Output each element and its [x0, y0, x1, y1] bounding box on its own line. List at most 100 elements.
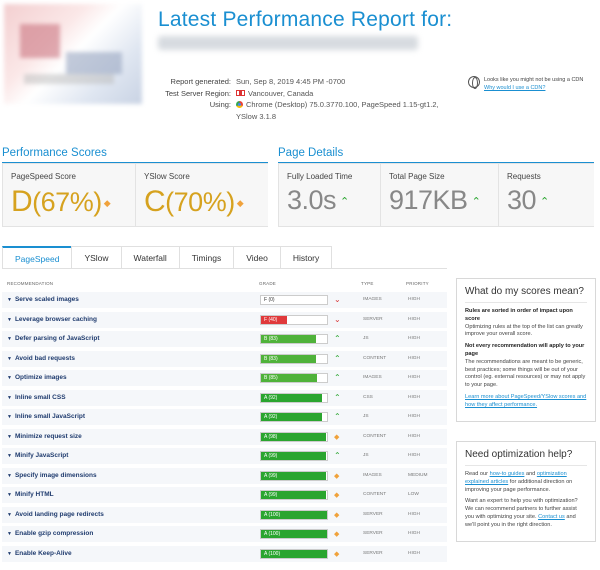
priority-cell: HIGH — [408, 453, 420, 458]
page-details-panel: Fully Loaded Time 3.0s ⌃ Total Page Size … — [278, 163, 594, 227]
recommendation-name[interactable]: ▼ Defer parsing of JavaScript — [7, 335, 99, 342]
expand-triangle-icon[interactable]: ▼ — [7, 531, 12, 537]
expand-triangle-icon[interactable]: ▼ — [7, 297, 12, 303]
grade-bar: B (83) — [260, 353, 328, 364]
table-row[interactable]: ▼ Inline small CSS A (92) ⌃ CSS HIGH — [2, 389, 447, 407]
performance-scores-panel: PageSpeed Score D(67%) ◆ YSlow Score C(70… — [2, 163, 268, 227]
tab-yslow[interactable]: YSlow — [71, 246, 122, 268]
expand-triangle-icon[interactable]: ▼ — [7, 492, 12, 498]
chevron-down-icon: ⌄ — [334, 295, 341, 304]
grade-bar: A (92) — [260, 392, 328, 403]
chrome-icon — [236, 100, 243, 108]
table-row[interactable]: ▼ Enable gzip compression A (100) ◆ SERVER HI… — [2, 526, 447, 543]
yslow-percent: (70%) — [165, 187, 235, 217]
optimization-articles-link[interactable]: optimization explained articles — [465, 471, 567, 485]
recommendation-label: Leverage browser caching — [14, 315, 97, 323]
expand-triangle-icon[interactable]: ▼ — [7, 433, 12, 440]
table-row[interactable]: ▼ Minify JavaScript A (99) ⌃ JS HIGH — [2, 448, 447, 465]
recommendation-name[interactable]: ▼ Enable Keep-Alive — [7, 550, 72, 557]
recommendation-name[interactable]: ▼ Serve scaled images — [7, 296, 79, 303]
tab-pagespeed[interactable]: PageSpeed — [2, 246, 73, 268]
type-cell: SERVER — [363, 511, 383, 517]
chevron-up-icon: ⌃ — [334, 373, 341, 382]
cdn-info-link[interactable]: Why would I use a CDN? — [484, 85, 546, 91]
table-row[interactable]: ▼ Minify HTML A (99) ◆ CONTENT LOW — [2, 487, 447, 504]
type-cell: CONTENT — [363, 355, 387, 361]
table-row[interactable]: ▼ Minimize request size A (98) ◆ CONTENT HIGH — [2, 428, 447, 446]
grade-bar-fill: B (83) — [261, 354, 316, 363]
expand-triangle-icon[interactable]: ▼ — [7, 511, 12, 518]
expand-triangle-icon[interactable]: ▼ — [7, 394, 12, 401]
recommendation-name[interactable]: ▼ Minify JavaScript — [7, 452, 68, 459]
tab-waterfall[interactable]: Waterfall — [120, 246, 180, 268]
recommendation-name[interactable]: ▼ Minify HTML — [7, 491, 54, 498]
recommendation-label: Inline small CSS — [14, 393, 66, 401]
priority-cell: HIGH — [408, 511, 420, 517]
table-row[interactable]: ▼ Inline small JavaScript A (92) ⌃ JS HIGH — [2, 409, 447, 426]
recommendation-label: Optimize images — [14, 374, 67, 381]
table-row[interactable]: ▼ Leverage browser caching F (40) ⌄ SERVER HI… — [2, 311, 447, 329]
expand-triangle-icon[interactable]: ▼ — [7, 316, 12, 323]
recommendation-name[interactable]: ▼ Optimize images — [7, 374, 67, 381]
expand-triangle-icon[interactable]: ▼ — [7, 453, 12, 459]
recommendation-label: Avoid landing page redirects — [14, 510, 104, 518]
expand-triangle-icon[interactable]: ▼ — [7, 336, 12, 342]
scores-help-title: What do my scores mean? — [465, 286, 587, 303]
grade-bar-fill: A (99) — [261, 491, 327, 499]
grade-bar: B (85) — [260, 373, 328, 383]
globe-icon — [468, 76, 480, 89]
total-page-size: Total Page Size 917KB ⌃ — [381, 164, 499, 226]
type-cell: IMAGES — [363, 375, 382, 380]
type-cell: SERVER — [363, 550, 383, 556]
table-row[interactable]: ▼ Serve scaled images F (0) ⌄ IMAGES HIGH — [2, 292, 447, 309]
recommendation-name[interactable]: ▼ Enable gzip compression — [7, 530, 93, 537]
table-row[interactable]: ▼ Specify image dimensions A (99) ◆ IMAGES ME… — [2, 467, 447, 485]
text-span: Read our — [465, 471, 490, 477]
meta-label: Report generated: — [170, 77, 231, 86]
optimization-help-text: Read our how-to guides and optimization … — [465, 471, 587, 494]
table-row[interactable]: ▼ Avoid landing page redirects A (100) ◆ SER… — [2, 506, 447, 524]
recommendation-name[interactable]: ▼ Inline small JavaScript — [7, 413, 85, 420]
table-row[interactable]: ▼ Optimize images B (85) ⌃ IMAGES HIGH — [2, 370, 447, 387]
grade-bar-fill: B (83) — [261, 335, 316, 343]
column-header-grade: GRADE — [259, 281, 277, 286]
report-url-redacted — [158, 36, 418, 50]
expand-triangle-icon[interactable]: ▼ — [7, 355, 12, 362]
type-cell: IMAGES — [363, 297, 382, 302]
divider — [2, 162, 268, 163]
recommendation-name[interactable]: ▼ Minimize request size — [7, 433, 82, 440]
expand-triangle-icon[interactable]: ▼ — [7, 375, 12, 381]
pagespeed-percent: (67%) — [32, 187, 102, 217]
column-header-type: TYPE — [361, 281, 374, 286]
meta-value: Chrome (Desktop) 75.0.3770.100, PageSpee… — [246, 100, 439, 109]
table-row[interactable]: ▼ Avoid bad requests B (83) ⌃ CONTENT HIGH — [2, 350, 447, 368]
priority-cell: HIGH — [408, 394, 420, 400]
chevron-up-icon: ⌃ — [340, 196, 349, 209]
divider — [2, 268, 447, 269]
tab-history[interactable]: History — [279, 246, 333, 268]
recommendation-name[interactable]: ▼ Avoid landing page redirects — [7, 511, 104, 518]
grade-bar-fill: A (92) — [261, 413, 322, 421]
scores-help-subheading: Rules are sorted in order of impact upon… — [465, 308, 573, 322]
table-row[interactable]: ▼ Enable Keep-Alive A (100) ◆ SERVER HIGH — [2, 545, 447, 563]
cdn-notice: Looks like you might not be using a CDN … — [468, 76, 583, 92]
performance-scores-heading: Performance Scores — [2, 147, 107, 159]
recommendation-name[interactable]: ▼ Inline small CSS — [7, 394, 66, 401]
type-cell: CONTENT — [363, 433, 387, 439]
expand-triangle-icon[interactable]: ▼ — [7, 550, 12, 557]
recommendation-name[interactable]: ▼ Leverage browser caching — [7, 316, 97, 323]
tab-video[interactable]: Video — [233, 246, 281, 268]
diamond-icon: ◆ — [334, 492, 340, 499]
expand-triangle-icon[interactable]: ▼ — [7, 414, 12, 420]
requests-value: 30 — [507, 185, 537, 215]
table-row[interactable]: ▼ Defer parsing of JavaScript B (83) ⌃ JS HIG… — [2, 331, 447, 348]
expand-triangle-icon[interactable]: ▼ — [7, 472, 12, 479]
tab-timings[interactable]: Timings — [178, 246, 235, 268]
scores-help-text: The recommendations are meant to be gene… — [465, 358, 586, 389]
how-to-guides-link[interactable]: how-to guides — [489, 471, 525, 477]
contact-us-link[interactable]: Contact us — [538, 513, 565, 520]
recommendation-name[interactable]: ▼ Specify image dimensions — [7, 472, 97, 479]
recommendation-name[interactable]: ▼ Avoid bad requests — [7, 355, 75, 362]
recommendation-label: Minify JavaScript — [14, 452, 69, 459]
learn-more-link[interactable]: Learn more about PageSpeed/YSlow scores … — [465, 393, 587, 408]
